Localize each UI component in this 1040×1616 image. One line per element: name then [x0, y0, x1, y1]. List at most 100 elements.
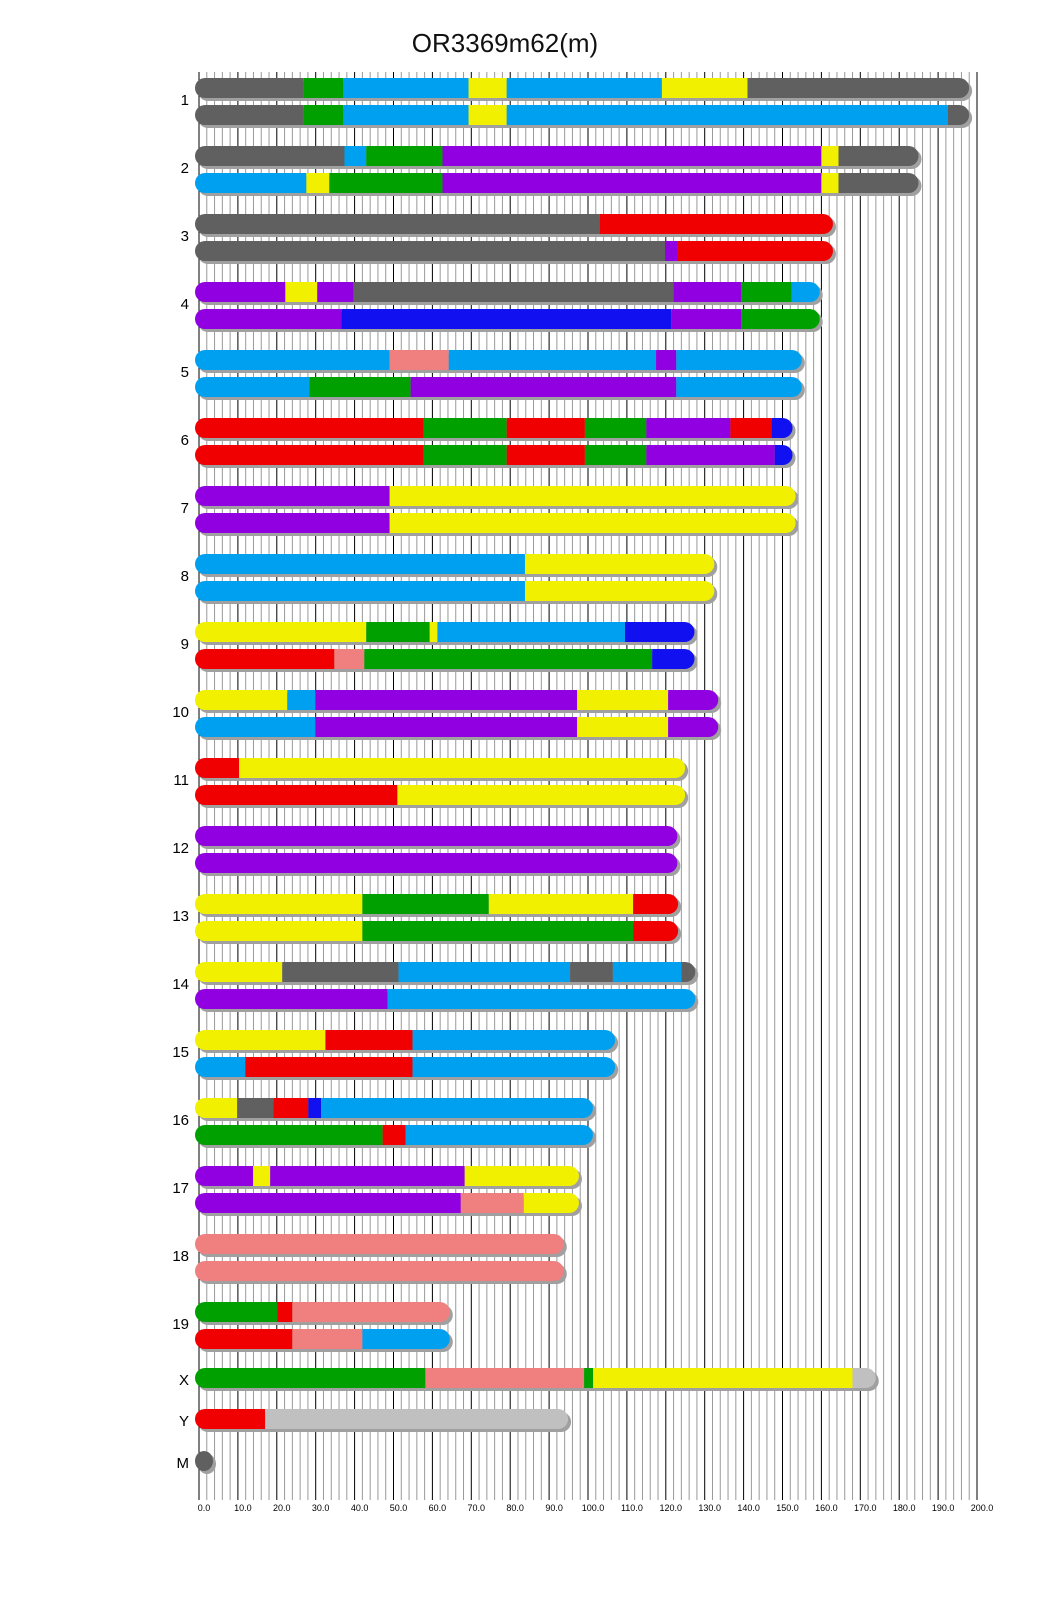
chromosome-label: 12: [172, 840, 189, 857]
segment-yellow: [195, 894, 363, 914]
segment-yellow: [195, 622, 367, 642]
segments: [195, 962, 696, 982]
segment-yellow: [593, 1368, 853, 1388]
segment-yellow: [389, 513, 796, 533]
segments: [195, 418, 793, 438]
segment-purple: [646, 418, 731, 438]
x-tick-label: 130.0: [698, 1503, 721, 1513]
segment-darkblue: [652, 649, 695, 669]
segment-blue: [676, 350, 802, 370]
segment-red: [245, 1057, 413, 1077]
segment-blue: [195, 717, 316, 737]
x-tick-label: 110.0: [621, 1503, 643, 1513]
x-tick-label: 50.0: [390, 1503, 408, 1513]
segment-yellow: [195, 921, 363, 941]
chromosome-bar: [195, 418, 796, 441]
segments: [195, 690, 719, 710]
segment-blue: [506, 78, 662, 98]
segment-gray: [838, 146, 919, 166]
segment-darkblue: [624, 622, 695, 642]
segments: [195, 350, 802, 370]
segment-blue: [195, 1057, 246, 1077]
segment-gray: [237, 1098, 274, 1118]
segment-red: [273, 1098, 309, 1118]
chromosome-bar: [195, 377, 805, 400]
segments: [195, 622, 695, 642]
segment-salmon: [195, 1261, 564, 1281]
segment-salmon: [334, 649, 365, 669]
segment-green: [584, 418, 647, 438]
chromosome-bar: [195, 350, 805, 373]
segment-gray: [195, 105, 304, 125]
segment-gray: [195, 78, 304, 98]
chromosome-bar: [195, 1368, 879, 1391]
chromosome-bar: [195, 581, 718, 604]
segment-purple: [442, 173, 822, 193]
segments: [195, 649, 695, 669]
segment-red: [195, 758, 240, 778]
segments: [195, 826, 678, 846]
segment-purple: [195, 513, 390, 533]
segment-gray: [195, 1451, 213, 1471]
segment-red: [506, 418, 585, 438]
segment-blue: [412, 1057, 616, 1077]
chromosome-bar: [195, 309, 823, 332]
segment-blue: [612, 962, 682, 982]
segment-green: [741, 282, 792, 302]
chromosome-bar: [195, 146, 922, 169]
chromosome-bar: [195, 1409, 572, 1432]
x-tick-label: 70.0: [468, 1503, 486, 1513]
segments: [195, 445, 793, 465]
chromosome-label: 10: [172, 704, 189, 721]
segment-yellow: [195, 1098, 238, 1118]
segment-yellow: [821, 146, 839, 166]
chromosome-bar: [195, 1166, 582, 1189]
segment-lightgray: [852, 1368, 876, 1388]
segment-gray: [282, 962, 399, 982]
segment-gray: [195, 241, 666, 261]
segments: [195, 717, 719, 737]
segments: [195, 581, 715, 601]
segment-purple: [442, 146, 822, 166]
x-tick-label: 190.0: [932, 1503, 955, 1513]
segment-red: [730, 418, 772, 438]
segment-red: [506, 445, 585, 465]
segment-purple: [195, 989, 388, 1009]
segment-purple: [195, 853, 678, 873]
chromosome-bar: [195, 690, 722, 713]
segment-purple: [195, 1193, 461, 1213]
chromosome-label: 15: [172, 1044, 189, 1061]
chromosome-label: 5: [181, 364, 189, 381]
segment-yellow: [285, 282, 318, 302]
segments: [195, 921, 679, 941]
chromosome-label: 8: [181, 568, 189, 585]
segment-yellow: [195, 962, 283, 982]
chromosome-bar: [195, 962, 699, 985]
segment-green: [195, 1368, 426, 1388]
segment-blue: [195, 350, 390, 370]
chromosome-bar: [195, 445, 796, 468]
segment-blue: [344, 146, 367, 166]
segment-green: [195, 1302, 278, 1322]
segment-yellow: [239, 758, 686, 778]
segment-purple: [410, 377, 677, 397]
chromosome-label: 16: [172, 1112, 189, 1129]
segment-blue: [195, 554, 525, 574]
segment-yellow: [524, 554, 715, 574]
chromosome-bar: [195, 1030, 619, 1053]
segments: [195, 1329, 450, 1349]
segment-green: [329, 173, 443, 193]
segment-yellow: [195, 1030, 326, 1050]
segment-lightgray: [265, 1409, 569, 1429]
x-tick-label: 40.0: [351, 1503, 369, 1513]
segment-gray: [353, 282, 674, 302]
segment-blue: [405, 1125, 593, 1145]
segments: [195, 1125, 593, 1145]
segment-red: [382, 1125, 406, 1145]
segment-yellow: [577, 717, 669, 737]
x-tick-label: 180.0: [893, 1503, 916, 1513]
segment-purple: [195, 826, 678, 846]
chromosome-bar: [195, 554, 718, 577]
segment-yellow: [389, 486, 796, 506]
segment-blue: [321, 1098, 593, 1118]
